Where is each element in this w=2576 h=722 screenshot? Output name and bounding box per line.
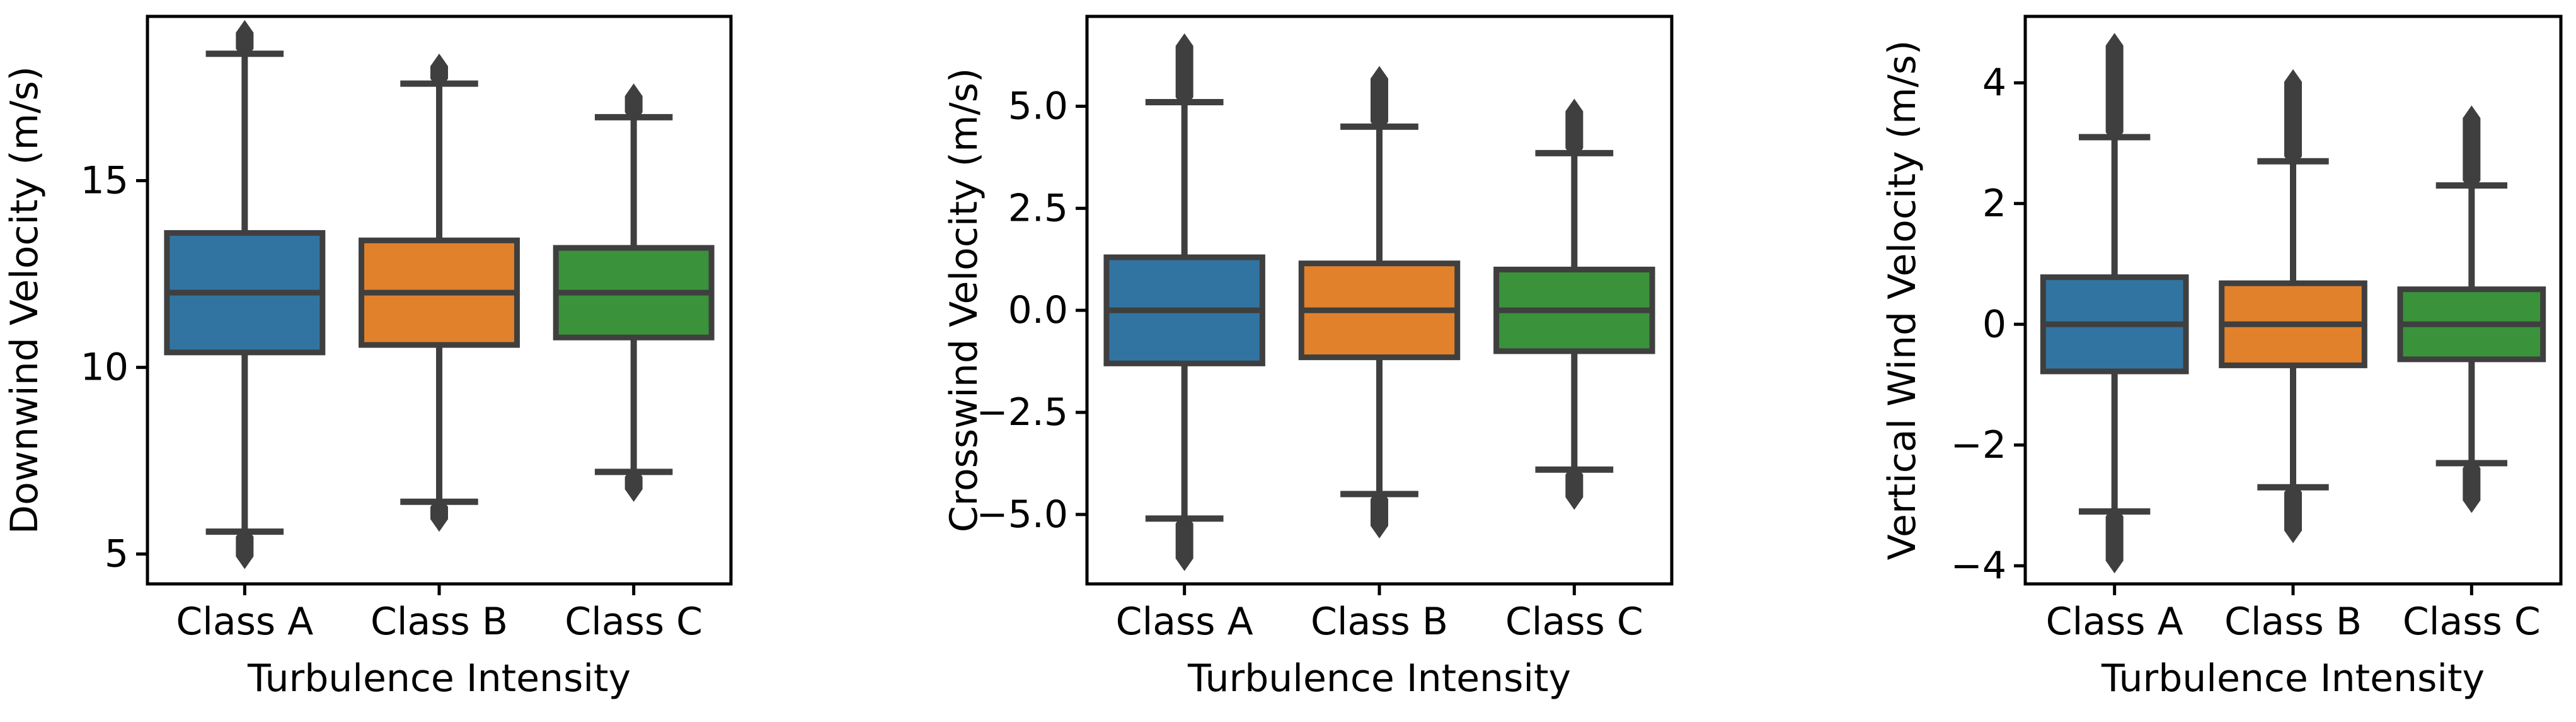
y-tick-label: 15: [81, 159, 129, 203]
box-class-c: [1493, 98, 1655, 510]
upper-fliers: [2463, 105, 2481, 194]
x-tick-label: Class A: [1116, 600, 1253, 644]
lower-fliers: [2463, 455, 2481, 513]
x-tick-label: Class B: [1311, 600, 1448, 644]
lower-fliers: [1565, 462, 1584, 510]
x-axis-label: Turbulence Intensity: [2101, 656, 2485, 701]
box-class-a: [2040, 33, 2189, 574]
y-tick-label: −5.0: [976, 492, 1068, 537]
lower-fliers: [1371, 486, 1388, 539]
x-tick-label: Class A: [176, 600, 313, 644]
y-tick-label: 10: [81, 346, 129, 390]
y-tick-label: 0: [1982, 302, 2006, 346]
box-class-a: [1103, 33, 1265, 571]
x-tick-label: Class C: [2403, 600, 2541, 644]
chart-panel-1: 5 10 15 Class A Class B Class C Turbulence Int…: [3, 15, 733, 701]
upper-fliers: [2284, 69, 2302, 169]
lower-fliers: [2284, 479, 2302, 544]
box-class-b: [1298, 66, 1461, 539]
x-axis-label: Turbulence Intensity: [1187, 656, 1571, 701]
x-axis-label: Turbulence Intensity: [247, 656, 631, 701]
y-tick-label: 5: [105, 532, 129, 576]
y-tick-label: −2.5: [976, 390, 1068, 434]
upper-fliers: [2105, 33, 2124, 145]
lower-fliers: [236, 524, 254, 569]
x-tick-label: Class B: [2224, 600, 2362, 644]
y-tick-label: 5.0: [1008, 84, 1068, 128]
x-tick-label: Class C: [565, 600, 703, 644]
y-tick-label: 0.0: [1008, 288, 1068, 332]
y-tick-label: −2: [1951, 423, 2006, 467]
y-axis-label: Vertical Wind Velocity (m/s): [1880, 40, 1924, 561]
box-class-c: [553, 83, 715, 502]
y-axis-label: Downwind Velocity (m/s): [3, 66, 47, 534]
y-tick-label: −4: [1951, 544, 2006, 588]
upper-fliers: [1565, 98, 1584, 161]
lower-fliers: [1175, 511, 1193, 571]
lower-fliers: [2105, 504, 2124, 574]
chart-panel-2: −5.0 −2.5 0.0 2.5 5.0 Class A Class B Class C Tu…: [942, 15, 1674, 701]
y-tick-label: 2: [1982, 182, 2006, 226]
x-tick-label: Class B: [371, 600, 508, 644]
y-axis-label: Crosswind Velocity (m/s): [942, 68, 986, 533]
x-tick-label: Class A: [2046, 600, 2183, 644]
y-tick-label: 4: [1982, 61, 2006, 105]
box-class-a: [164, 20, 326, 569]
chart-panel-3: −4 −2 0 2 4 Class A Class B Class C Turbulence I…: [1880, 15, 2563, 701]
upper-fliers: [1371, 66, 1388, 134]
upper-fliers: [1175, 33, 1193, 110]
y-tick-label: 2.5: [1008, 186, 1068, 230]
box-class-b: [2219, 69, 2367, 544]
box-class-c: [2397, 105, 2546, 513]
x-tick-label: Class C: [1505, 600, 1643, 644]
box-class-b: [359, 54, 520, 532]
